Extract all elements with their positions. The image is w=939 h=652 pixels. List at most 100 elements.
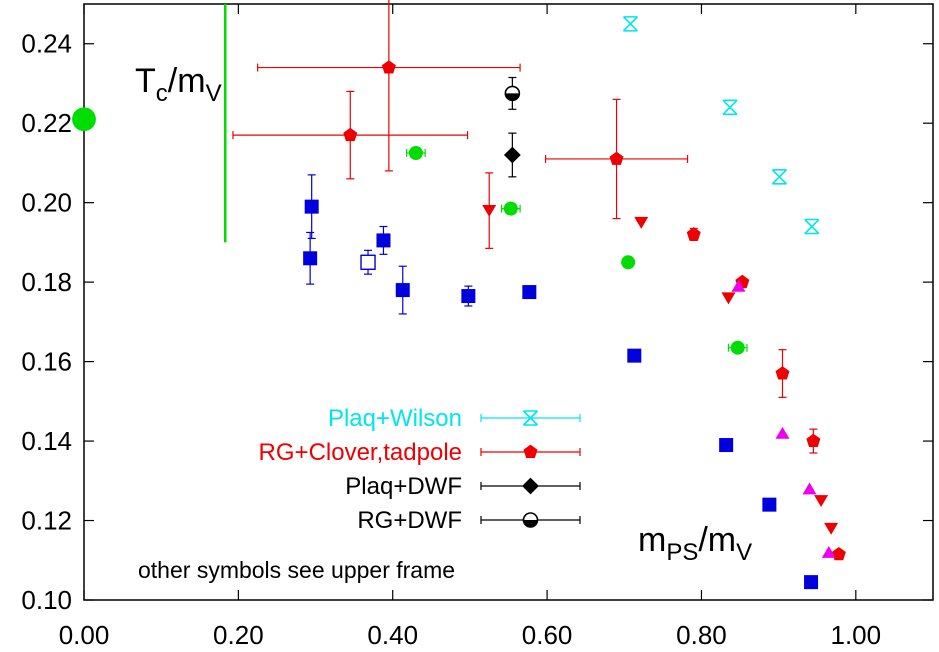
- marker-triangle-down: [814, 495, 828, 507]
- marker-star: [623, 17, 637, 31]
- legend: Plaq+Wilson RG+Clover,tadpole Plaq+DWF RG+D…: [259, 405, 580, 534]
- data-point-1-5: [776, 350, 790, 398]
- y-tick-label-7: 0.24: [21, 29, 72, 59]
- y-axis-title-sub: c: [156, 80, 168, 107]
- marker-square: [804, 575, 818, 589]
- data-point-7-0: [72, 107, 96, 131]
- legend-label-2: Plaq+DWF: [345, 473, 462, 500]
- series-7-big-circle: [72, 107, 96, 131]
- x-axis-title-sub: PS: [666, 539, 698, 566]
- marker-circle: [409, 146, 423, 160]
- data-point-9-1: [775, 427, 789, 439]
- data-point-6-2: [621, 255, 635, 269]
- data-point-8-1: [634, 217, 648, 229]
- data-point-6-1: [502, 202, 521, 216]
- data-point-5-0: [361, 250, 375, 274]
- marker-pentagon: [806, 434, 820, 447]
- data-point-4-5: [522, 285, 536, 299]
- legend-marker-1: [524, 445, 538, 458]
- marker-diamond: [522, 478, 539, 495]
- marker-triangle-up: [803, 482, 817, 494]
- y-axis-title-sub2: V: [206, 80, 222, 107]
- data-point-1-0: [258, 0, 520, 171]
- data-point-4-7: [719, 438, 733, 452]
- data-point-4-1: [303, 232, 317, 284]
- marker-pentagon: [776, 366, 790, 379]
- marker-open-square: [361, 255, 375, 269]
- x-axis-title-slash: /m: [698, 521, 736, 559]
- marker-square: [522, 285, 536, 299]
- legend-marker-2: [522, 478, 539, 495]
- legend-label-1: RG+Clover,tadpole: [259, 439, 462, 466]
- marker-triangle-up: [775, 427, 789, 439]
- y-tick-label-0: 0.10: [21, 585, 72, 615]
- marker-circle: [621, 255, 635, 269]
- data-point-0-1: [723, 100, 737, 114]
- legend-marker-3: [524, 513, 538, 527]
- marker-triangle-down: [721, 292, 735, 304]
- marker-pentagon: [382, 60, 396, 73]
- marker-circle: [731, 341, 745, 355]
- x-tick-label-0: 0.00: [59, 620, 110, 650]
- marker-star: [723, 100, 737, 114]
- data-point-4-9: [804, 575, 818, 589]
- x-axis-title-sub2: V: [736, 539, 752, 566]
- marker-square: [376, 233, 390, 247]
- y-tick-label-4: 0.18: [21, 267, 72, 297]
- y-tick-label-1: 0.12: [21, 506, 72, 536]
- series-3-half-circle: [505, 78, 519, 110]
- y-axis-title-slash: /m: [168, 62, 206, 100]
- data-point-4-2: [376, 227, 390, 255]
- data-point-1-7: [832, 547, 846, 560]
- y-axis-title: Tc/mV: [135, 62, 222, 107]
- marker-square: [303, 251, 317, 265]
- x-tick-label-5: 1.00: [831, 620, 882, 650]
- data-point-2-0: [504, 133, 521, 177]
- marker-square: [627, 349, 641, 363]
- y-axis-title-main: T: [135, 62, 156, 100]
- marker-circle: [504, 202, 518, 216]
- x-tick-label-3: 0.60: [522, 620, 573, 650]
- data-point-4-4: [461, 286, 475, 306]
- marker-pentagon: [610, 152, 624, 165]
- data-point-0-2: [772, 170, 786, 184]
- legend-label-0: Plaq+Wilson: [328, 405, 462, 432]
- series-1-pentagon: [233, 0, 846, 560]
- y-tick-label-3: 0.16: [21, 347, 72, 377]
- data-point-1-1: [233, 91, 468, 178]
- series-2-diamond: [504, 133, 521, 177]
- data-point-4-0: [305, 175, 319, 239]
- data-point-6-0: [407, 146, 426, 160]
- data-point-4-8: [762, 498, 776, 512]
- series-0-star: [623, 17, 818, 234]
- series-5-open-square: [361, 250, 375, 274]
- marker-triangle-down: [634, 217, 648, 229]
- series-9-triangle-up: [732, 280, 836, 558]
- data-point-1-2: [546, 99, 688, 218]
- x-tick-label-1: 0.20: [213, 620, 264, 650]
- marker-triangle-down: [824, 523, 838, 535]
- y-tick-label-6: 0.22: [21, 108, 72, 138]
- data-point-8-3: [814, 495, 828, 507]
- marker-star: [805, 220, 819, 234]
- note-text: other symbols see upper frame: [138, 557, 455, 583]
- series-6-circle: [407, 146, 747, 355]
- legend-label-3: RG+DWF: [357, 507, 462, 534]
- marker-pentagon: [687, 227, 701, 240]
- marker-pentagon: [343, 128, 357, 141]
- data-point-1-3: [687, 227, 701, 240]
- marker-square: [719, 438, 733, 452]
- x-tick-label-4: 0.80: [676, 620, 727, 650]
- data-point-1-6: [806, 429, 820, 453]
- marker-square: [762, 498, 776, 512]
- data-point-9-2: [803, 482, 817, 494]
- marker-star: [772, 170, 786, 184]
- y-tick-label-2: 0.14: [21, 426, 72, 456]
- data-point-8-2: [721, 292, 735, 304]
- y-tick-label-5: 0.20: [21, 188, 72, 218]
- data-point-4-6: [627, 349, 641, 363]
- marker-square: [461, 289, 475, 303]
- marker-diamond: [504, 147, 521, 164]
- data-point-0-0: [623, 17, 637, 31]
